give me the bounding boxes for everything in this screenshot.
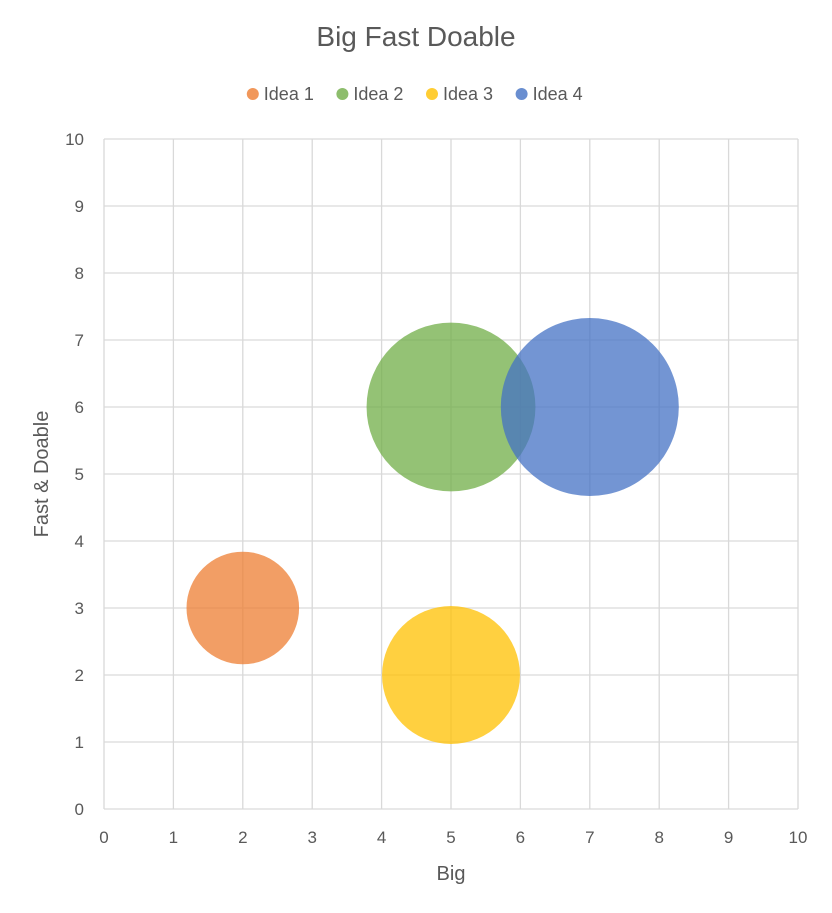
- x-tick-label: 10: [789, 828, 808, 847]
- legend-label: Idea 1: [264, 84, 314, 104]
- y-tick-label: 8: [75, 264, 84, 283]
- legend-marker: [336, 88, 349, 100]
- bubble-idea-2: [366, 322, 536, 492]
- x-tick-label: 7: [585, 828, 594, 847]
- bubble-idea-1: [186, 551, 300, 665]
- y-tick-label: 4: [75, 532, 84, 551]
- x-axis-tick-labels: 0 1 2 3 4 5 6 7 8 9 10: [99, 828, 807, 847]
- legend: Idea 1 Idea 2 Idea 3 Idea 4: [246, 84, 583, 104]
- legend-item-idea-2: Idea 2: [336, 84, 403, 104]
- legend-item-idea-3: Idea 3: [426, 84, 493, 104]
- legend-marker: [246, 88, 259, 100]
- y-axis-title: Fast & Doable: [31, 411, 53, 538]
- x-tick-label: 8: [654, 828, 663, 847]
- y-tick-label: 1: [75, 733, 84, 752]
- y-tick-label: 7: [75, 331, 84, 350]
- legend-item-idea-4: Idea 4: [515, 84, 583, 104]
- legend-marker: [515, 88, 528, 100]
- x-tick-label: 3: [307, 828, 316, 847]
- y-tick-label: 3: [75, 599, 84, 618]
- legend-marker: [426, 88, 438, 100]
- y-axis-tick-labels: 0 1 2 3 4 5 6 7 8 9 10: [65, 130, 84, 819]
- x-tick-label: 0: [99, 828, 108, 847]
- x-tick-label: 4: [377, 828, 386, 847]
- x-tick-label: 5: [446, 828, 455, 847]
- legend-item-idea-1: Idea 1: [246, 84, 314, 104]
- bubble-idea-3: [382, 606, 520, 744]
- bubbles: [186, 318, 679, 744]
- legend-label: Idea 2: [353, 84, 403, 104]
- y-tick-label: 6: [75, 398, 84, 417]
- y-tick-label: 9: [75, 197, 84, 216]
- legend-label: Idea 4: [533, 84, 583, 104]
- bubble-idea-4: [500, 318, 679, 496]
- y-tick-label: 5: [75, 465, 84, 484]
- x-axis-title: Big: [437, 863, 466, 885]
- x-tick-label: 9: [724, 828, 733, 847]
- x-tick-label: 1: [169, 828, 178, 847]
- x-tick-label: 2: [238, 828, 247, 847]
- y-tick-label: 10: [65, 130, 84, 149]
- chart-title: Big Fast Doable: [316, 21, 515, 52]
- x-tick-label: 6: [516, 828, 525, 847]
- legend-label: Idea 3: [443, 84, 493, 104]
- y-tick-label: 2: [75, 666, 84, 685]
- y-tick-label: 0: [75, 800, 84, 819]
